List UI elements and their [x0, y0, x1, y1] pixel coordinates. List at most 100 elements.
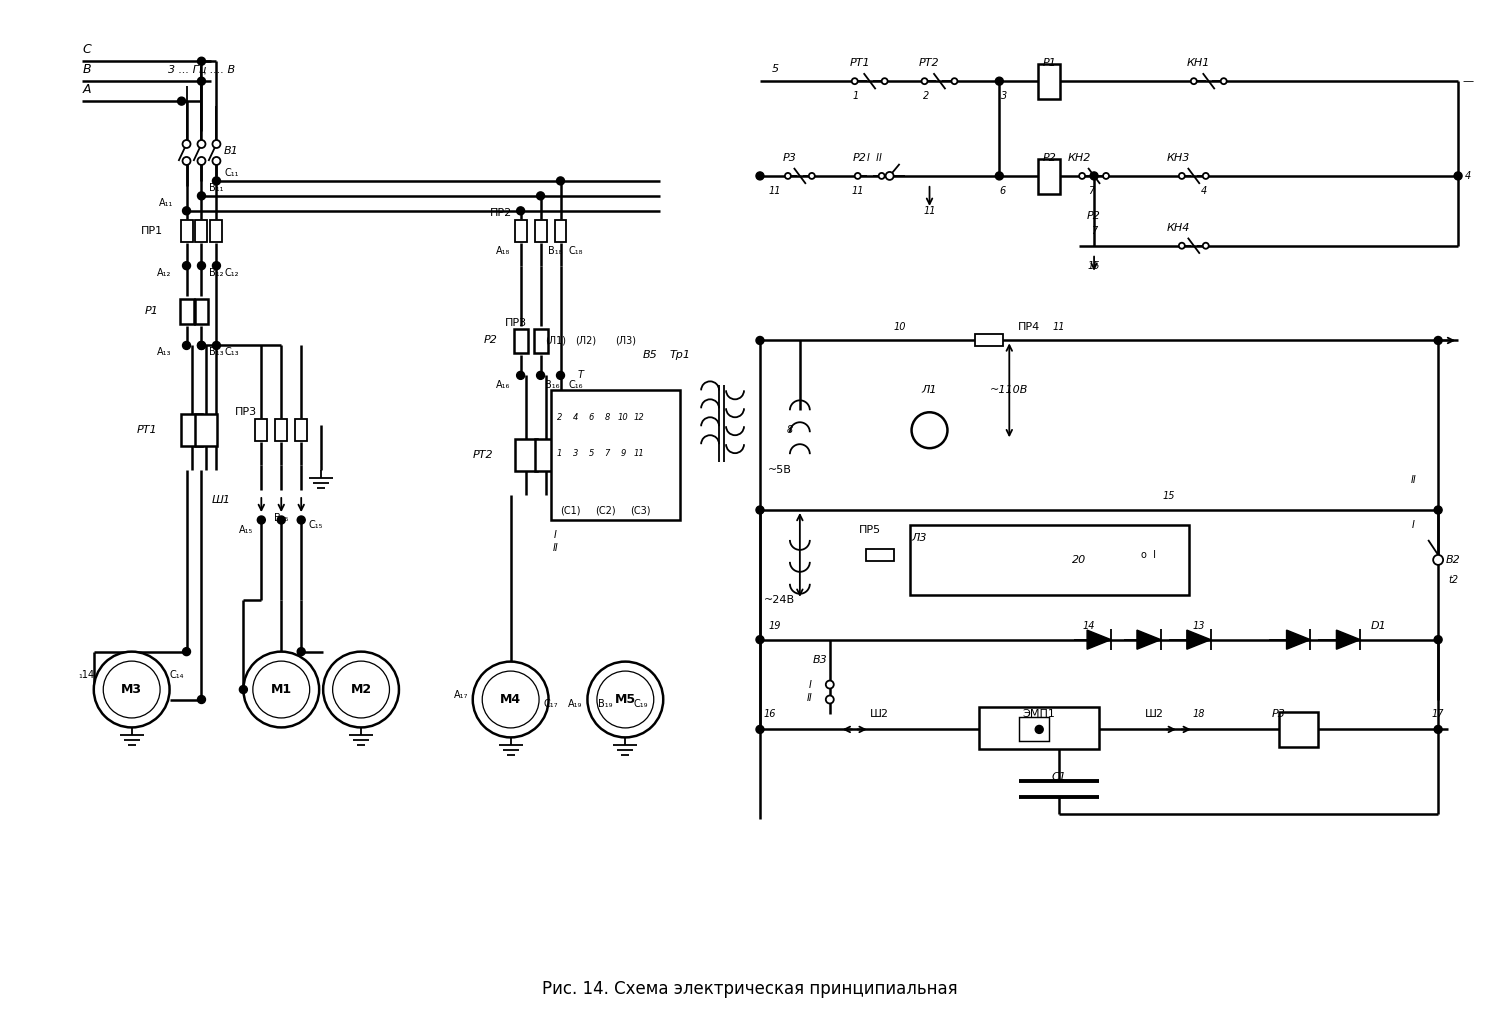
Circle shape	[243, 652, 320, 727]
Text: 16: 16	[764, 710, 776, 720]
Text: 3: 3	[573, 449, 578, 457]
Text: КН1: КН1	[1186, 59, 1210, 68]
Circle shape	[1090, 172, 1098, 180]
Circle shape	[322, 652, 399, 727]
Text: М1: М1	[270, 683, 292, 696]
Polygon shape	[1137, 630, 1161, 649]
Bar	[980, 708, 1100, 750]
Text: B₁₅: B₁₅	[274, 513, 288, 523]
Text: C₁₉: C₁₉	[633, 699, 648, 710]
Text: М5: М5	[615, 693, 636, 706]
Circle shape	[1179, 173, 1185, 179]
Text: A₁₂: A₁₂	[158, 268, 172, 278]
Circle shape	[198, 77, 206, 85]
Circle shape	[852, 78, 858, 84]
Text: (C2): (C2)	[596, 505, 615, 515]
Text: C₁₁: C₁₁	[224, 168, 238, 178]
Circle shape	[198, 342, 206, 349]
Text: 6: 6	[999, 185, 1005, 196]
Circle shape	[213, 262, 220, 270]
Text: C₁₅: C₁₅	[309, 520, 324, 530]
Circle shape	[213, 140, 220, 148]
Text: II: II	[552, 543, 558, 553]
Circle shape	[1454, 172, 1462, 180]
Circle shape	[1434, 337, 1442, 344]
Bar	[1020, 718, 1048, 742]
Bar	[1278, 713, 1318, 748]
Text: РТ1: РТ1	[849, 59, 870, 68]
Polygon shape	[1186, 630, 1210, 649]
Text: ПР3: ПР3	[504, 317, 526, 328]
Circle shape	[297, 648, 304, 656]
Text: 14: 14	[1083, 621, 1095, 630]
Circle shape	[177, 97, 186, 105]
Text: 8: 8	[788, 425, 794, 436]
Text: 11: 11	[852, 185, 864, 196]
Circle shape	[240, 686, 248, 693]
Text: 1: 1	[556, 449, 562, 457]
Bar	[195, 299, 208, 323]
Circle shape	[1179, 243, 1185, 248]
Text: В1: В1	[224, 146, 238, 156]
Text: —: —	[1462, 76, 1473, 87]
Text: В3: В3	[813, 655, 826, 664]
Text: 11: 11	[768, 185, 782, 196]
Text: Л1: Л1	[922, 385, 938, 396]
Circle shape	[912, 412, 948, 448]
Text: B₁₃: B₁₃	[209, 347, 224, 357]
Circle shape	[808, 173, 814, 179]
Circle shape	[827, 681, 834, 688]
Text: 17: 17	[1432, 710, 1444, 720]
Bar	[550, 390, 680, 520]
Text: D1: D1	[1371, 621, 1386, 630]
Text: Р3: Р3	[1272, 710, 1286, 720]
Circle shape	[996, 77, 1004, 85]
Text: C₁₇: C₁₇	[543, 699, 558, 710]
Text: B₁₉: B₁₉	[598, 699, 612, 710]
Text: В2: В2	[1446, 555, 1461, 564]
Text: 19: 19	[768, 621, 782, 630]
Text: (Л2): (Л2)	[574, 336, 596, 345]
Bar	[534, 439, 556, 471]
Circle shape	[258, 516, 266, 524]
Text: A: A	[82, 82, 92, 96]
Text: 15: 15	[1162, 491, 1174, 501]
Bar	[513, 329, 528, 353]
Circle shape	[537, 372, 544, 379]
Circle shape	[1203, 243, 1209, 248]
Circle shape	[516, 207, 525, 215]
Circle shape	[996, 172, 1004, 180]
Text: 13: 13	[1192, 621, 1204, 630]
Circle shape	[756, 725, 764, 733]
Circle shape	[1102, 173, 1108, 179]
Circle shape	[1203, 173, 1209, 179]
Bar	[909, 525, 1190, 594]
Circle shape	[1432, 555, 1443, 564]
Text: A₁₅: A₁₅	[238, 525, 254, 535]
Circle shape	[756, 636, 764, 644]
Text: ПР3: ПР3	[236, 407, 258, 417]
Circle shape	[827, 695, 834, 703]
Bar	[255, 419, 267, 441]
Circle shape	[1221, 78, 1227, 84]
Text: ~110В: ~110В	[990, 385, 1029, 396]
Text: ПР1: ПР1	[141, 226, 162, 236]
Circle shape	[879, 173, 885, 179]
Text: B₁₆: B₁₆	[546, 380, 560, 390]
Text: (Л3): (Л3)	[615, 336, 636, 345]
Bar	[195, 414, 217, 446]
Circle shape	[1434, 636, 1442, 644]
Text: A₁₇: A₁₇	[453, 689, 468, 699]
Text: РТ1: РТ1	[136, 425, 158, 436]
Circle shape	[183, 262, 190, 270]
Text: ПР2: ПР2	[489, 208, 512, 217]
Bar	[180, 414, 203, 446]
Circle shape	[472, 661, 549, 737]
Circle shape	[882, 78, 888, 84]
Text: РТ2: РТ2	[920, 59, 940, 68]
Circle shape	[278, 516, 285, 524]
Bar	[865, 549, 894, 561]
Circle shape	[94, 652, 170, 727]
Bar	[975, 335, 1004, 346]
Text: t2: t2	[1448, 575, 1458, 585]
